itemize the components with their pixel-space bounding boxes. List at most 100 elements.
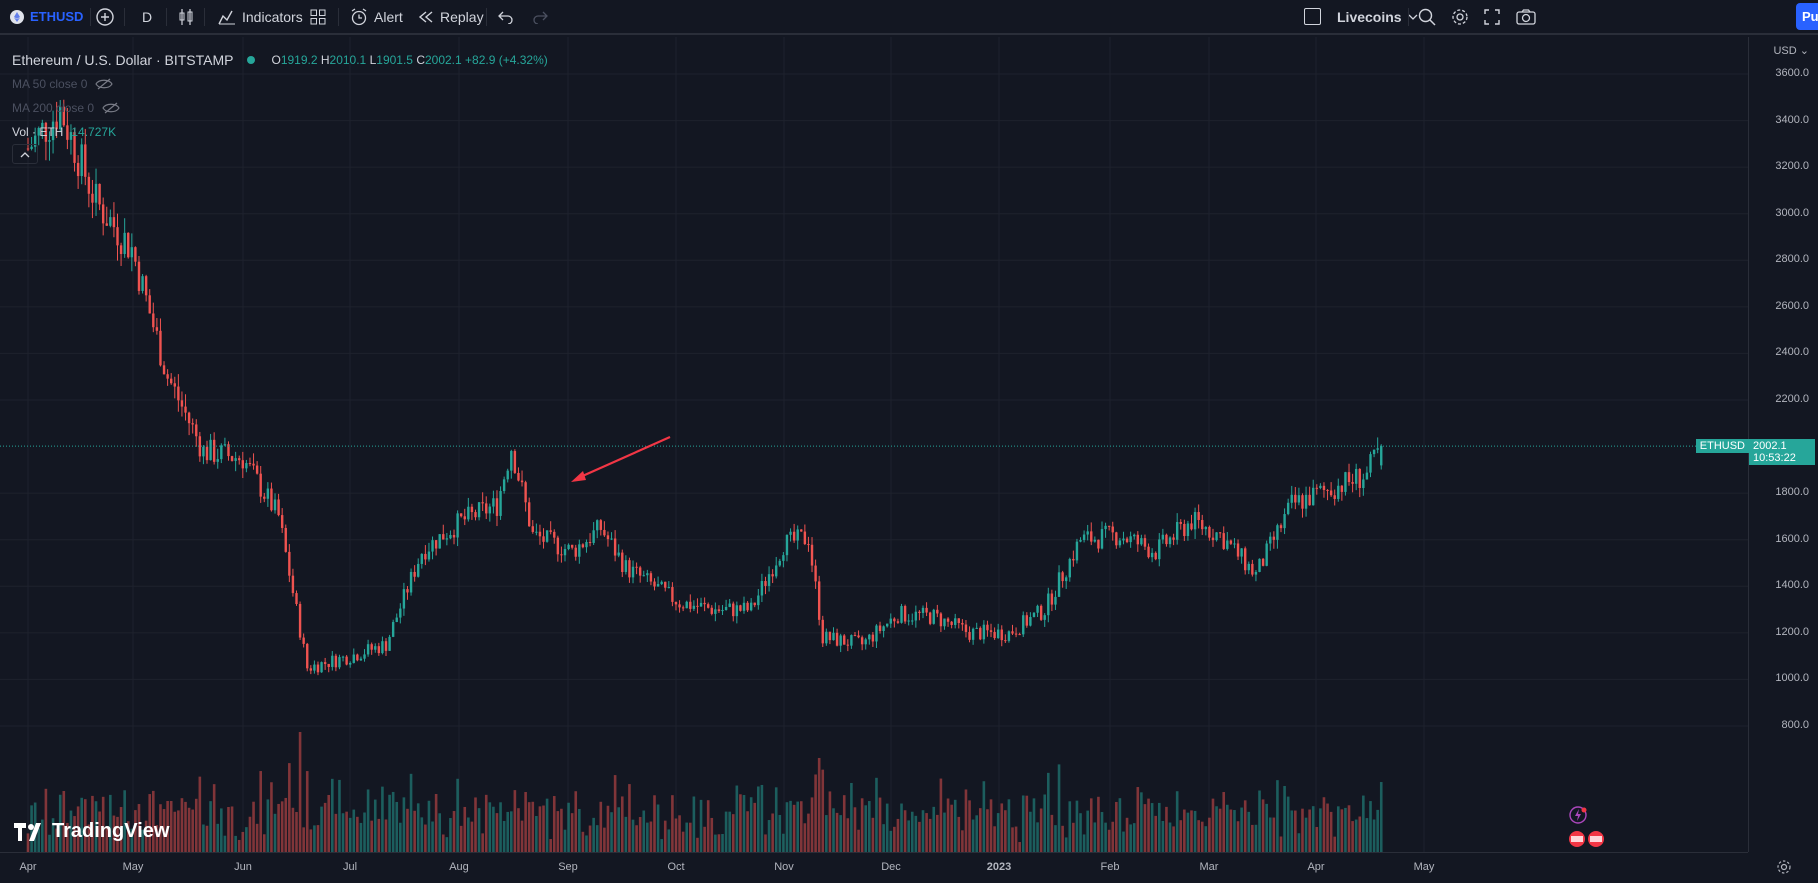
volume-bar (298, 732, 302, 852)
volume-bar (166, 800, 169, 852)
volume-bar (370, 820, 373, 852)
snapshot-button[interactable] (1516, 0, 1536, 33)
candle-body (1233, 543, 1236, 545)
volume-bar (144, 820, 148, 852)
volume-bar (1336, 806, 1340, 852)
volume-bar (119, 807, 123, 852)
volume-bar (334, 813, 338, 852)
candle-body (334, 655, 338, 668)
fullscreen-button[interactable] (1484, 0, 1500, 33)
candle-body (195, 424, 198, 437)
volume-bar (1179, 820, 1183, 852)
price-tick-label: 2400.0 (1775, 346, 1809, 358)
candle-body (817, 581, 821, 620)
price-axis[interactable]: USD ⌄ 3600.0 3400.0 3200.0 3000.0 2800.0 2600… (1695, 37, 1818, 852)
volume-bar (327, 794, 331, 852)
candle-body (724, 606, 728, 610)
time-axis[interactable]: Apr May Jun Jul Aug Sep Oct Nov Dec 2023 Feb Mar Apr… (0, 852, 1791, 883)
volume-bar (58, 794, 62, 852)
candle-body (699, 602, 703, 607)
volume-bar (216, 823, 220, 852)
candle-body (1358, 468, 1361, 488)
volume-bar (1107, 829, 1111, 852)
volume-bar (1004, 810, 1007, 852)
candle-body (434, 540, 438, 549)
volume-bar (427, 800, 431, 852)
candle-body (370, 644, 373, 650)
volume-bar (936, 814, 939, 852)
eye-hidden-icon[interactable] (102, 102, 120, 114)
candle-body (570, 544, 574, 548)
volume-bar (83, 799, 87, 852)
price-chart[interactable] (0, 37, 1748, 852)
candle-body (485, 503, 488, 514)
candle-body (98, 183, 101, 205)
candle-body (116, 227, 119, 246)
replay-button[interactable]: Replay (418, 0, 484, 33)
chart-type-button[interactable] (178, 0, 194, 33)
undo-button[interactable] (498, 0, 514, 33)
candle-body (767, 574, 771, 586)
volume-bar (567, 802, 570, 852)
volume-bar (1190, 810, 1193, 852)
volume-bar (767, 820, 771, 852)
collapse-legend-button[interactable] (12, 144, 38, 164)
candle-body (975, 627, 978, 629)
layout-square-icon (1304, 8, 1321, 25)
candle-body (624, 560, 628, 572)
candle-body (374, 646, 377, 650)
currency-selector[interactable]: USD ⌄ (1773, 45, 1809, 57)
legend-ma200-row[interactable]: MA 200 close 0 (12, 96, 548, 120)
candle-body (986, 624, 989, 631)
volume-bar (653, 795, 656, 852)
volume-bar (542, 805, 545, 852)
candle-body (1179, 522, 1182, 524)
eye-hidden-icon[interactable] (95, 78, 114, 90)
layout-selector[interactable]: Livecoins (1304, 0, 1418, 33)
interval-button[interactable]: D (142, 0, 152, 33)
alert-button[interactable]: Alert (350, 0, 403, 33)
templates-button[interactable] (310, 0, 326, 33)
candle-body (696, 605, 699, 607)
watermark-text: TradingView (52, 820, 170, 842)
volume-bar (1050, 814, 1054, 852)
volume-bar (832, 808, 835, 852)
volume-bar (345, 811, 348, 852)
candle-body (1093, 539, 1097, 542)
redo-button[interactable] (532, 0, 548, 33)
indicators-button[interactable]: Indicators (218, 0, 303, 33)
volume-bar (309, 829, 313, 852)
gear-icon[interactable] (1776, 859, 1792, 875)
countdown-value: 10:53:22 (1753, 452, 1796, 465)
symbol-search-button[interactable]: ETHUSD (10, 0, 83, 33)
events-markers[interactable] (1560, 800, 1610, 850)
volume-bar (177, 810, 180, 852)
candle-body (327, 663, 330, 667)
volume-bar (1118, 798, 1122, 852)
interval-label: D (142, 8, 153, 25)
volume-bar (1111, 821, 1115, 852)
volume-bar (1011, 827, 1014, 852)
volume-bar (1018, 842, 1021, 852)
candle-body (979, 627, 982, 640)
candle-body (474, 512, 477, 518)
settings-button[interactable] (1451, 0, 1469, 33)
candle-body (456, 513, 459, 538)
publish-button[interactable]: Pu (1796, 3, 1818, 30)
volume-bar (1000, 803, 1004, 852)
price-tick-label: 800.0 (1781, 719, 1809, 731)
legend-ma50-row[interactable]: MA 50 close 0 (12, 72, 548, 96)
candle-body (366, 644, 370, 655)
add-circle-icon (96, 7, 114, 26)
candle-body (177, 386, 180, 401)
search-button[interactable] (1418, 0, 1436, 33)
candle-body (581, 544, 585, 548)
volume-bar (1297, 833, 1301, 852)
compare-button[interactable] (96, 0, 114, 33)
candle-body (567, 544, 570, 550)
candle-body (313, 664, 316, 671)
volume-bar (613, 775, 617, 852)
candle-body (148, 295, 151, 314)
candle-body (882, 626, 885, 631)
candle-body (592, 530, 595, 543)
